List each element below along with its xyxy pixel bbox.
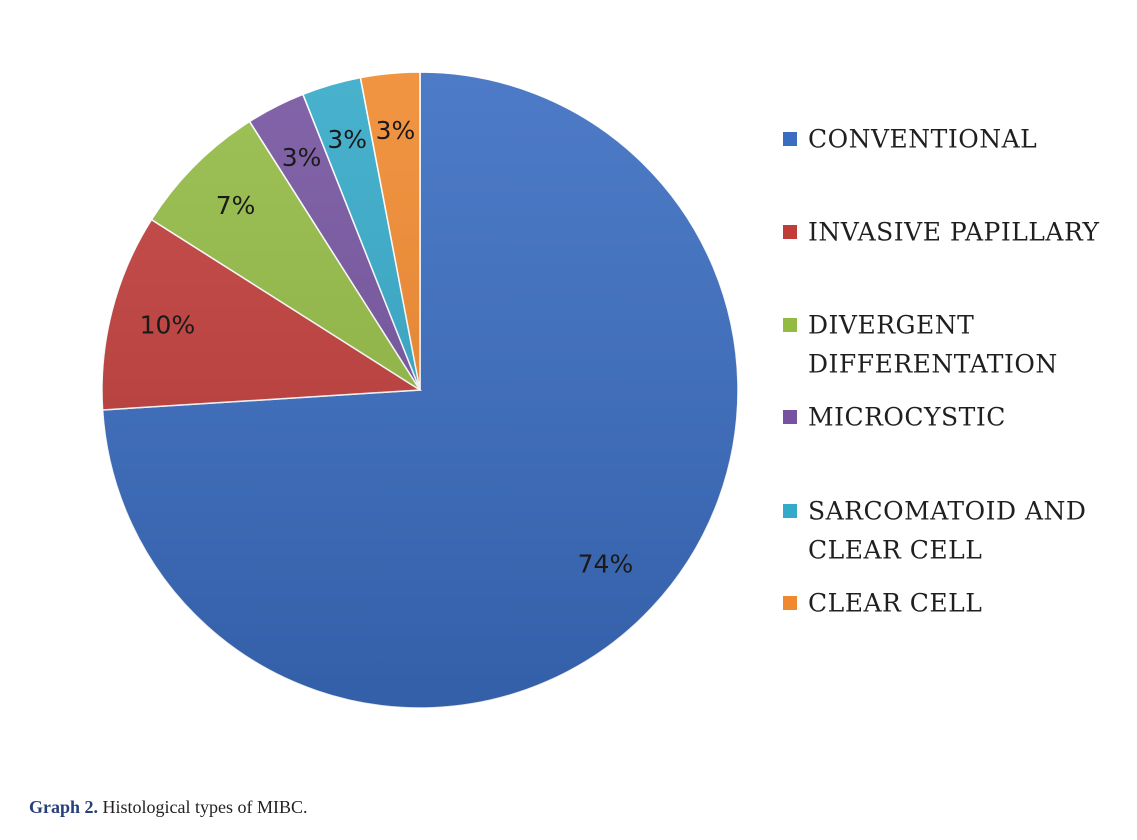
pie-slices [101,71,739,709]
pie-label-sarcomatoid-and-clear-cell: 3% [327,125,367,154]
pie-label-divergent-differentation: 7% [216,191,256,220]
pie-label-microcystic: 3% [282,143,322,172]
legend-swatch [783,504,797,518]
caption-text: Histological types of MIBC. [98,797,308,817]
legend-swatch [783,132,797,146]
legend-item: MICROCYSTIC [783,403,1006,432]
legend-item: SARCOMATOID AND CLEAR CELL [783,497,1086,565]
caption-prefix: Graph 2. [29,797,99,817]
legend-item: CONVENTIONAL [783,125,1037,154]
legend-label: SARCOMATOID AND [808,497,1086,526]
legend-label: CLEAR CELL [808,589,982,618]
legend-label: CONVENTIONAL [808,125,1037,154]
legend-swatch [783,318,797,332]
figure-caption: Graph 2. Histological types of MIBC. [29,797,308,818]
legend-label: CLEAR CELL [808,536,982,565]
pie-label-clear-cell: 3% [376,116,416,145]
legend-label: MICROCYSTIC [808,403,1006,432]
legend-label: DIFFERENTATION [808,350,1058,379]
legend-swatch [783,225,797,239]
legend-item: DIVERGENT DIFFERENTATION [783,311,1058,379]
pie-label-invasive-papillary: 10% [140,311,196,340]
legend-item: INVASIVE PAPILLARY [783,218,1100,247]
pie-label-conventional: 74% [578,550,634,579]
legend-swatch [783,410,797,424]
legend-item: CLEAR CELL [783,589,982,618]
legend-swatch [783,596,797,610]
pie-percent-labels: 74%10%7%3%3% 3% [140,116,634,579]
legend-label: INVASIVE PAPILLARY [808,218,1100,247]
legend-label: DIVERGENT [808,311,974,340]
